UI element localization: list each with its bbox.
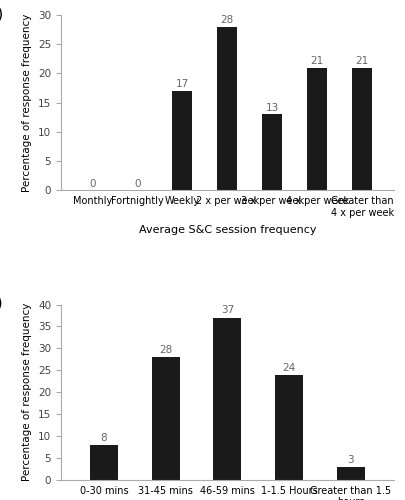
Bar <box>336 467 364 480</box>
Text: 13: 13 <box>265 102 278 113</box>
Text: 21: 21 <box>355 56 368 66</box>
Bar <box>151 357 179 480</box>
Bar <box>307 68 327 190</box>
Text: 28: 28 <box>220 15 233 25</box>
Text: 0: 0 <box>89 178 96 188</box>
Y-axis label: Percentage of response frequency: Percentage of response frequency <box>22 303 32 482</box>
Bar <box>90 445 117 480</box>
Text: 21: 21 <box>310 56 323 66</box>
Text: 28: 28 <box>159 345 172 355</box>
Text: b): b) <box>0 296 3 311</box>
X-axis label: Average S&C session frequency: Average S&C session frequency <box>138 224 315 234</box>
Text: 3: 3 <box>347 454 353 464</box>
Bar <box>213 318 241 480</box>
Y-axis label: Percentage of response frequency: Percentage of response frequency <box>22 14 32 192</box>
Text: 24: 24 <box>282 362 295 372</box>
Text: 0: 0 <box>134 178 140 188</box>
Text: 37: 37 <box>220 306 233 316</box>
Text: 17: 17 <box>175 80 189 90</box>
Bar <box>217 26 237 190</box>
Text: a): a) <box>0 6 3 21</box>
Bar <box>351 68 371 190</box>
Bar <box>262 114 282 190</box>
Text: 8: 8 <box>100 432 107 442</box>
Bar <box>172 91 192 190</box>
Bar <box>275 374 302 480</box>
